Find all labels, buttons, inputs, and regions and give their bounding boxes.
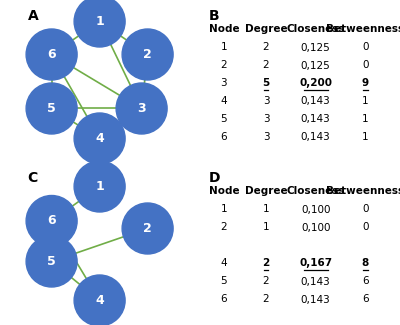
Text: 0: 0 — [362, 60, 369, 71]
Circle shape — [74, 161, 125, 212]
Circle shape — [26, 83, 77, 134]
Text: A: A — [28, 9, 38, 23]
Text: 0,167: 0,167 — [299, 258, 332, 268]
Text: 1: 1 — [220, 43, 227, 53]
Text: 1: 1 — [362, 97, 369, 107]
Text: 2: 2 — [263, 277, 269, 287]
Circle shape — [26, 29, 77, 80]
Text: 1: 1 — [220, 204, 227, 215]
Text: 0: 0 — [362, 204, 369, 215]
Text: 0,100: 0,100 — [301, 223, 330, 232]
Text: Closeness: Closeness — [286, 24, 345, 34]
Text: 3: 3 — [137, 102, 146, 115]
Text: 1: 1 — [95, 180, 104, 193]
Text: Degree: Degree — [245, 187, 287, 197]
Circle shape — [74, 113, 125, 164]
Text: Betweenness: Betweenness — [326, 24, 400, 34]
Text: 6: 6 — [362, 277, 369, 287]
Circle shape — [74, 275, 125, 325]
Text: 2: 2 — [262, 258, 270, 268]
Text: 5: 5 — [262, 79, 270, 88]
Text: 1: 1 — [263, 223, 269, 232]
Text: 0,143: 0,143 — [301, 114, 330, 124]
Text: 6: 6 — [220, 294, 227, 305]
Text: 6: 6 — [220, 133, 227, 142]
Circle shape — [74, 0, 125, 47]
Text: Degree: Degree — [245, 24, 287, 34]
Text: 5: 5 — [220, 114, 227, 124]
Text: 6: 6 — [47, 214, 56, 227]
Text: 0,100: 0,100 — [301, 204, 330, 215]
Text: Closeness: Closeness — [286, 187, 345, 197]
Text: 0,143: 0,143 — [301, 133, 330, 142]
Text: 6: 6 — [362, 294, 369, 305]
Text: 0,125: 0,125 — [301, 43, 330, 53]
Text: 4: 4 — [95, 294, 104, 307]
Text: B: B — [209, 9, 219, 23]
Text: 4: 4 — [220, 97, 227, 107]
Text: 5: 5 — [220, 277, 227, 287]
Text: 0,143: 0,143 — [301, 294, 330, 305]
Text: 4: 4 — [220, 258, 227, 268]
Circle shape — [116, 83, 167, 134]
Text: 5: 5 — [47, 102, 56, 115]
Text: 2: 2 — [263, 294, 269, 305]
Text: 2: 2 — [220, 223, 227, 232]
Text: 2: 2 — [220, 60, 227, 71]
Text: 1: 1 — [362, 133, 369, 142]
Text: 2: 2 — [143, 222, 152, 235]
Circle shape — [26, 236, 77, 287]
Text: D: D — [209, 172, 220, 186]
Text: 2: 2 — [143, 48, 152, 61]
Text: 0: 0 — [362, 223, 369, 232]
Text: Betweenness: Betweenness — [326, 187, 400, 197]
Text: 0,125: 0,125 — [301, 60, 330, 71]
Text: 8: 8 — [362, 258, 369, 268]
Text: Node: Node — [208, 187, 239, 197]
Circle shape — [26, 196, 77, 246]
Text: 3: 3 — [220, 79, 227, 88]
Circle shape — [122, 203, 173, 254]
Text: 3: 3 — [263, 133, 269, 142]
Text: C: C — [28, 172, 38, 186]
Text: 2: 2 — [263, 60, 269, 71]
Text: 0,143: 0,143 — [301, 277, 330, 287]
Text: 2: 2 — [263, 43, 269, 53]
Text: 6: 6 — [47, 48, 56, 61]
Text: 0: 0 — [362, 43, 369, 53]
Text: 4: 4 — [95, 132, 104, 145]
Text: 1: 1 — [95, 15, 104, 28]
Text: 5: 5 — [47, 255, 56, 268]
Text: 0,200: 0,200 — [299, 79, 332, 88]
Text: 9: 9 — [362, 79, 369, 88]
Text: 0,143: 0,143 — [301, 97, 330, 107]
Text: 1: 1 — [263, 204, 269, 215]
Circle shape — [122, 29, 173, 80]
Text: 1: 1 — [362, 114, 369, 124]
Text: Node: Node — [208, 24, 239, 34]
Text: 3: 3 — [263, 97, 269, 107]
Text: 3: 3 — [263, 114, 269, 124]
